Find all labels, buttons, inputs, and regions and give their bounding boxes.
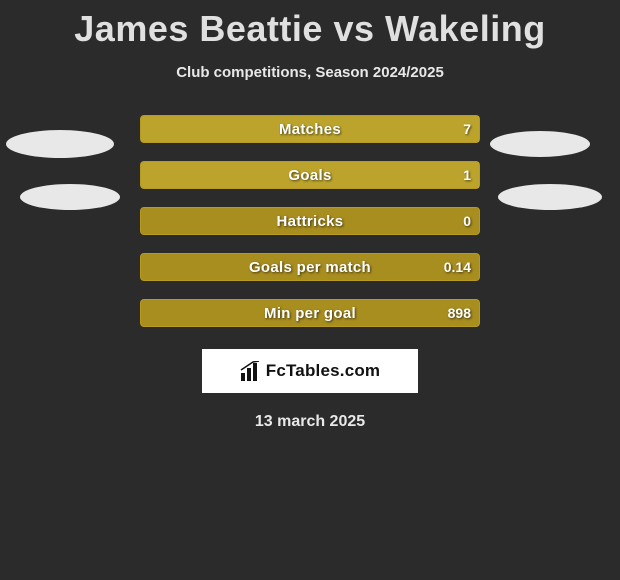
bar-label: Goals per match xyxy=(141,254,479,280)
logo-text: FcTables.com xyxy=(266,361,381,381)
vs-text: vs xyxy=(333,8,374,49)
bar-value: 1 xyxy=(463,162,471,188)
bar-track: Goals per match0.14 xyxy=(140,253,480,281)
page-title: James Beattie vs Wakeling xyxy=(0,0,620,50)
bar-label: Matches xyxy=(141,116,479,142)
bar-value: 0.14 xyxy=(444,254,471,280)
bar-value: 898 xyxy=(448,300,471,326)
bar-value: 7 xyxy=(463,116,471,142)
stat-row: Goals per match0.14 xyxy=(0,253,620,281)
stat-row: Hattricks0 xyxy=(0,207,620,235)
bar-track: Matches7 xyxy=(140,115,480,143)
bar-label: Hattricks xyxy=(141,208,479,234)
bar-chart-icon xyxy=(240,361,262,381)
bar-label: Goals xyxy=(141,162,479,188)
date-text: 13 march 2025 xyxy=(0,413,620,431)
bar-track: Hattricks0 xyxy=(140,207,480,235)
bar-track: Goals1 xyxy=(140,161,480,189)
player1-name: James Beattie xyxy=(74,8,323,49)
stat-row: Matches7 xyxy=(0,115,620,143)
stat-row: Min per goal898 xyxy=(0,299,620,327)
subtitle: Club competitions, Season 2024/2025 xyxy=(0,64,620,81)
stat-row: Goals1 xyxy=(0,161,620,189)
player2-name: Wakeling xyxy=(385,8,546,49)
bar-track: Min per goal898 xyxy=(140,299,480,327)
logo-box: FcTables.com xyxy=(202,349,418,393)
comparison-chart: Matches7Goals1Hattricks0Goals per match0… xyxy=(0,115,620,327)
bar-label: Min per goal xyxy=(141,300,479,326)
bar-value: 0 xyxy=(463,208,471,234)
